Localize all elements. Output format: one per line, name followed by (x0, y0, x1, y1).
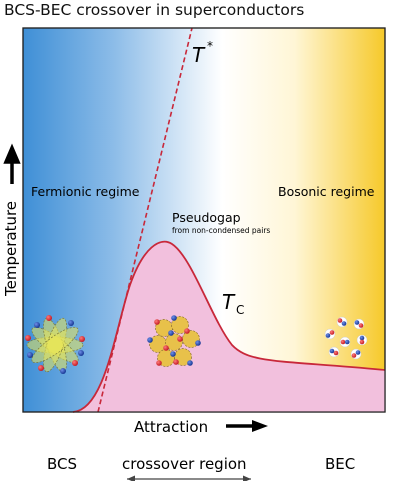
tc-dome (73, 241, 385, 412)
pseudogap-note: from non-condensed pairs (172, 226, 270, 235)
crossover-pairs-illustration (147, 315, 201, 367)
pseudogap-label: Pseudogap (172, 210, 241, 225)
x-axis-label: Attraction (134, 418, 208, 436)
y-axis-label-group: Temperature (2, 143, 21, 297)
tc-label: T (222, 290, 236, 314)
x-axis-label-group: Attraction (134, 418, 268, 436)
fermionic-pairs-illustration (25, 315, 85, 374)
y-axis-arrow (3, 143, 21, 184)
tc-subscript: C (236, 303, 244, 317)
tc-curve (72, 240, 386, 413)
bec-label: BEC (325, 455, 355, 473)
bosonic-regime-label: Bosonic regime (278, 184, 375, 199)
t-star-label: T (192, 43, 206, 67)
bcs-label: BCS (47, 455, 77, 473)
t-star-line (97, 27, 193, 413)
bosonic-molecules-illustration (324, 316, 368, 360)
crossover-label: crossover region (122, 455, 247, 473)
fermionic-regime-label: Fermionic regime (31, 184, 140, 199)
y-axis-label: Temperature (2, 201, 20, 297)
crossover-double-arrow (127, 475, 251, 481)
diagram-title: BCS-BEC crossover in superconductors (4, 1, 305, 19)
t-star-superscript: * (207, 39, 213, 53)
